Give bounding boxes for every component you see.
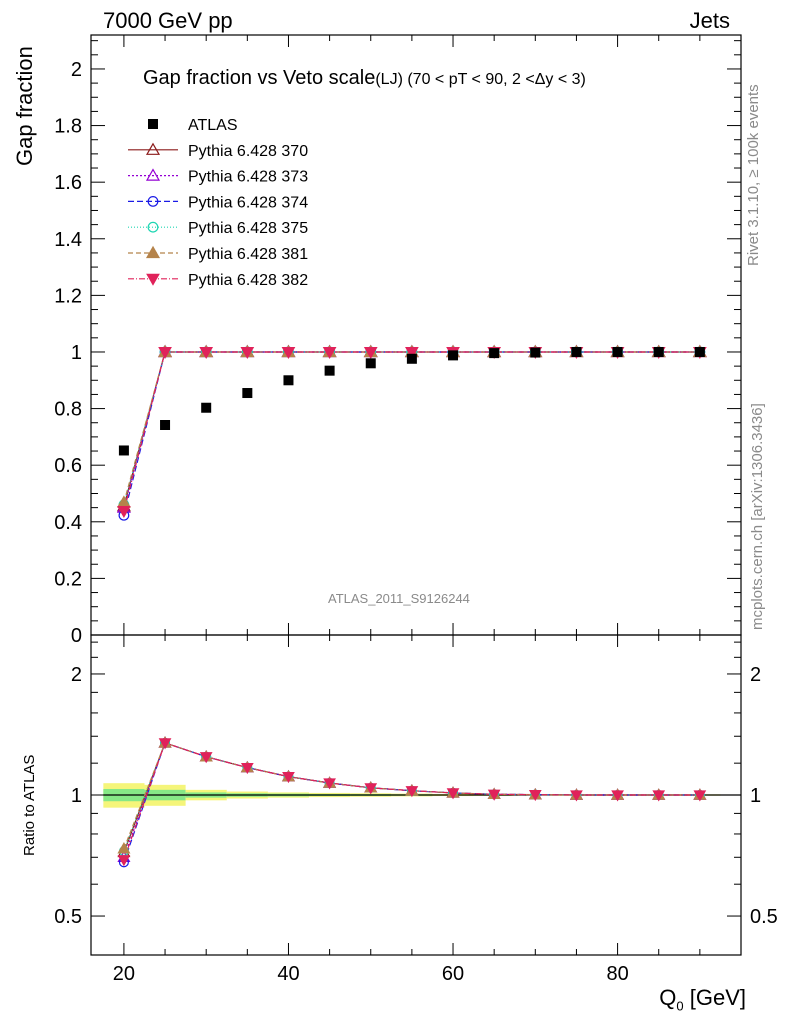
- atlas-data-point: [242, 388, 253, 399]
- plot-title: Gap fraction vs Veto scale(LJ) (70 < pT …: [143, 67, 586, 90]
- x-axis-title-symbol: Q: [659, 985, 677, 1010]
- header-energy-label: 7000 GeV pp: [103, 8, 233, 33]
- mc-line-374: [123, 351, 700, 516]
- lower-y-tick-label-right: 2: [750, 664, 761, 686]
- analysis-watermark: ATLAS_2011_S9126244: [328, 591, 470, 606]
- x-axis-title-subscript: 0: [676, 998, 684, 1014]
- atlas-data-point: [201, 402, 212, 413]
- legend-atlas-marker: [148, 119, 158, 129]
- atlas-data-point: [448, 350, 459, 361]
- mc-line-373: [123, 351, 700, 508]
- ratio-marker-382: [611, 790, 624, 802]
- ratio-marker-382: [282, 771, 295, 784]
- legend-marker-381: [145, 245, 161, 259]
- ratio-marker-382: [446, 788, 460, 800]
- ratio-marker-382: [158, 738, 172, 750]
- atlas-data-point: [694, 346, 705, 357]
- upper-y-tick-label: 1.2: [54, 285, 82, 307]
- upper-y-tick-label: 0.8: [54, 399, 82, 421]
- atlas-data-point: [324, 365, 335, 376]
- header-category-label: Jets: [689, 8, 730, 33]
- upper-y-tick-label: 1.8: [54, 116, 82, 138]
- ratio-marker-382: [487, 789, 501, 801]
- plot-title-main: Gap fraction vs Veto scale: [143, 67, 376, 89]
- atlas-data-point: [283, 375, 294, 386]
- atlas-data-point: [406, 353, 417, 364]
- ratio-marker-382: [693, 790, 707, 802]
- lower-y-tick-label-right: 1: [750, 785, 761, 807]
- lower-y-tick-label: 1: [71, 785, 82, 807]
- upper-y-tick-label: 0.6: [54, 455, 82, 477]
- legend-label-381: Pythia 6.428 381: [188, 246, 308, 263]
- x-tick-label: 60: [442, 963, 464, 985]
- atlas-data-point: [612, 346, 623, 357]
- legend-atlas-label: ATLAS: [188, 117, 238, 134]
- x-axis-title-unit: [GeV]: [683, 985, 746, 1010]
- mc-marker-382: [405, 346, 419, 359]
- mc-marker-382: [199, 346, 214, 359]
- x-tick-label: 40: [277, 963, 299, 985]
- mc-line-370: [123, 351, 700, 507]
- ratio-marker-382: [652, 790, 666, 802]
- mc-marker-382: [240, 346, 255, 359]
- mc-line-382: [123, 351, 700, 512]
- upper-y-tick-label: 0.4: [54, 512, 82, 534]
- legend-label-375: Pythia 6.428 375: [188, 220, 308, 237]
- mc-marker-382: [281, 346, 296, 359]
- upper-y-tick-label: 1.4: [54, 229, 82, 251]
- mc-line-381: [123, 351, 700, 503]
- lower-y-tick-label: 0.5: [54, 906, 82, 928]
- ratio-marker-382: [528, 790, 542, 802]
- legend-label-374: Pythia 6.428 374: [188, 194, 308, 211]
- legend-marker-375: [147, 221, 159, 233]
- legend-marker-373: [145, 168, 161, 181]
- x-tick-label: 20: [113, 963, 135, 985]
- atlas-data-point: [160, 420, 171, 430]
- mc-marker-382: [363, 346, 378, 359]
- mc-marker-382: [117, 506, 131, 519]
- ratio-marker-382: [570, 790, 583, 802]
- atlas-data-point: [365, 358, 376, 369]
- upper-y-tick-label: 2: [71, 59, 82, 81]
- atlas-data-point: [653, 346, 664, 357]
- legend-label-370: Pythia 6.428 370: [188, 143, 308, 160]
- legend-marker-374: [147, 195, 159, 207]
- upper-y-tick-label: 0.2: [54, 568, 82, 590]
- legend-marker-370: [145, 142, 161, 155]
- ratio-marker-382: [323, 778, 336, 790]
- ratio-marker-382: [117, 855, 131, 867]
- ratio-marker-382: [199, 752, 213, 764]
- atlas-data-point: [118, 445, 129, 456]
- mc-marker-382: [322, 346, 337, 359]
- x-tick-label: 80: [606, 963, 628, 985]
- x-axis-title: Q0 [GeV]: [659, 985, 746, 1013]
- legend-label-373: Pythia 6.428 373: [188, 169, 308, 186]
- legend-label-382: Pythia 6.428 382: [188, 272, 308, 289]
- upper-y-tick-label: 1: [71, 342, 82, 364]
- ratio-marker-382: [364, 783, 378, 795]
- legend-marker-382: [146, 273, 160, 286]
- lower-y-tick-label-right: 0.5: [750, 906, 778, 928]
- upper-y-tick-label: 1.6: [54, 172, 82, 194]
- atlas-data-point: [530, 347, 541, 358]
- atlas-data-point: [489, 348, 500, 359]
- upper-y-tick-label: 0: [71, 625, 82, 647]
- ratio-marker-381: [117, 842, 131, 854]
- mc-line-375: [123, 351, 700, 505]
- plot-title-sub: (LJ) (70 < pT < 90, 2 <Δy < 3): [375, 71, 586, 88]
- atlas-data-point: [571, 346, 582, 357]
- lower-y-tick-label: 2: [71, 664, 82, 686]
- ratio-marker-382: [405, 786, 419, 798]
- mc-marker-382: [158, 346, 172, 359]
- ratio-marker-382: [240, 762, 254, 775]
